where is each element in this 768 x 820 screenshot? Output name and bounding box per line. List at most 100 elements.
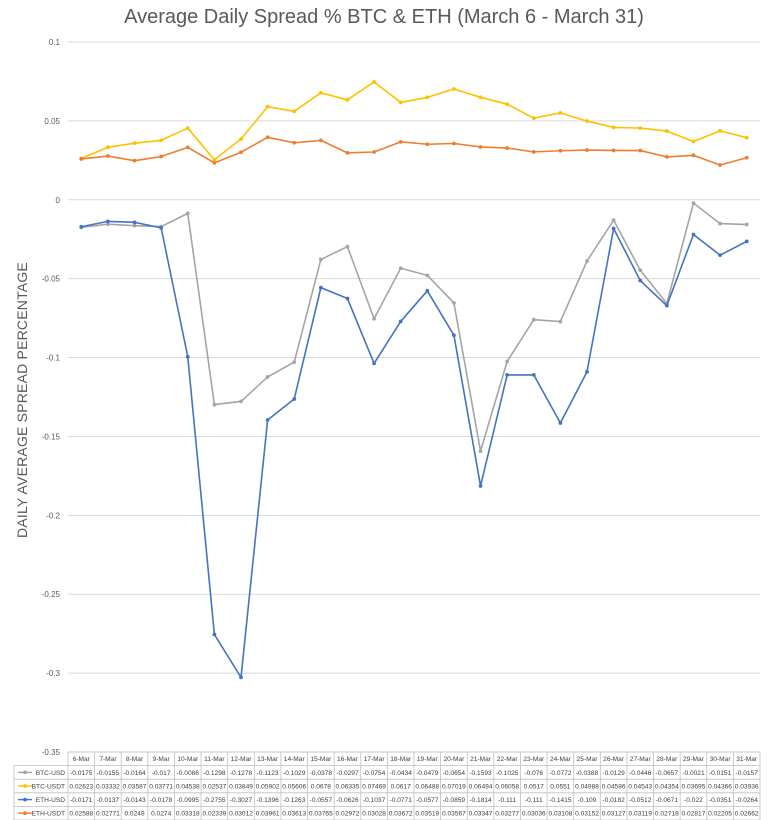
data-point: [292, 397, 297, 401]
data-point: [505, 102, 510, 107]
data-point: [638, 148, 643, 153]
chart-title: Average Daily Spread % BTC & ETH (March …: [124, 6, 644, 28]
table-cell: 0.02972: [336, 811, 360, 818]
data-point: [292, 140, 297, 145]
table-cell: -0.1029: [283, 770, 306, 777]
data-point: [345, 244, 350, 249]
data-point: [691, 201, 696, 205]
table-cell: 0.03012: [229, 811, 253, 818]
x-tick-label: 28-Mar: [656, 756, 678, 763]
data-point: [212, 157, 217, 162]
table-cell: 0.06058: [495, 783, 519, 790]
data-point: [398, 319, 403, 324]
data-point: [212, 402, 217, 407]
x-tick-label: 24-Mar: [550, 756, 572, 763]
data-point: [318, 90, 323, 95]
data-point: [239, 675, 243, 680]
data-point: [185, 145, 190, 150]
table-cell: 0.02205: [708, 811, 732, 818]
x-tick-label: 20-Mar: [443, 756, 465, 763]
data-point: [425, 95, 430, 100]
table-cell: -0.1278: [230, 770, 253, 777]
x-tick-label: 14-Mar: [284, 756, 306, 763]
x-tick-label: 9-Mar: [153, 756, 171, 763]
table-cell: -0.0446: [629, 770, 652, 777]
table-cell: -0.0657: [656, 770, 679, 777]
data-point: [345, 150, 350, 155]
data-point: [744, 155, 749, 160]
data-point: [425, 142, 430, 147]
data-point: [744, 222, 749, 227]
data-point: [132, 158, 137, 163]
table-cell: -0.0754: [363, 770, 386, 777]
data-point: [531, 149, 536, 154]
x-tick-label: 10-Mar: [177, 756, 199, 763]
legend-entry: BTC-USDT: [32, 783, 65, 790]
data-point: [452, 87, 456, 91]
data-point: [452, 333, 456, 338]
table-cell: 0.05902: [256, 783, 280, 790]
table-cell: 0.03028: [362, 811, 386, 818]
x-tick-label: 27-Mar: [630, 756, 652, 763]
table-cell: -0.0164: [123, 770, 146, 777]
data-point: [79, 157, 84, 161]
legend-key: [18, 811, 32, 816]
table-cell: -0.0771: [390, 797, 413, 804]
series-line: [81, 202, 747, 452]
table-cell: 0.04538: [176, 783, 200, 790]
data-table: 6-Mar 7-Mar 8-Mar 9-Mar 10-Mar 11-Mar 12-Mar 13…: [13, 751, 761, 820]
data-point: [318, 285, 323, 290]
table-cell: -0.2755: [203, 797, 226, 804]
table-cell: 0.03332: [96, 783, 120, 790]
table-cell: 0.03108: [548, 811, 572, 818]
table-cell: 0.0678: [311, 783, 332, 790]
data-point: [664, 129, 669, 133]
data-point: [478, 95, 483, 100]
data-point: [265, 418, 270, 422]
x-tick-label: 7-Mar: [99, 756, 117, 763]
data-point: [159, 154, 164, 159]
table-cell: -0.0388: [576, 770, 599, 777]
data-point: [718, 128, 722, 133]
data-point: [106, 154, 110, 158]
table-cell: 0.03849: [229, 783, 253, 790]
data-point: [159, 225, 164, 230]
legend-marker: [23, 811, 27, 816]
data-point: [372, 361, 376, 366]
x-tick-label: 31-Mar: [736, 756, 758, 763]
data-point: [664, 154, 669, 159]
data-point: [106, 219, 110, 224]
table-cell: 0.03613: [282, 811, 306, 818]
legend-marker: [23, 770, 27, 775]
table-cell: -0.1025: [496, 770, 519, 777]
data-point: [531, 373, 536, 377]
table-cell: 0.06335: [336, 783, 360, 790]
table-cell: -0.111: [498, 797, 516, 804]
x-tick-label: 13-Mar: [257, 756, 279, 763]
table-cell: -0.0577: [416, 797, 439, 804]
data-point: [239, 137, 243, 141]
table-cell: 0.0517: [524, 783, 545, 790]
data-point: [185, 126, 190, 131]
data-point: [185, 211, 190, 216]
table-cell: 0.07469: [362, 783, 386, 790]
table-cell: 0.02817: [682, 811, 706, 818]
table-cell: -0.0157: [736, 770, 759, 777]
data-point: [505, 373, 510, 377]
table-cell: -0.017: [152, 770, 171, 777]
data-point: [664, 303, 669, 308]
legend-entry: BTC-USD: [36, 770, 66, 777]
table-cell: -0.0175: [70, 770, 93, 777]
data-point: [558, 421, 563, 425]
table-cell: 0.03519: [415, 811, 439, 818]
table-cell: 0.03036: [522, 811, 546, 818]
table-cell: -0.0086: [177, 770, 200, 777]
series-eth-usd: [79, 219, 749, 680]
table-cell: -0.1123: [257, 770, 279, 777]
table-cell: 0.03695: [682, 783, 706, 790]
table-cell: -0.0479: [416, 770, 439, 777]
data-point: [212, 160, 217, 165]
table-cell: 0.0248: [124, 811, 145, 818]
data-point: [611, 125, 616, 130]
table-cell: -0.0859: [443, 797, 466, 804]
